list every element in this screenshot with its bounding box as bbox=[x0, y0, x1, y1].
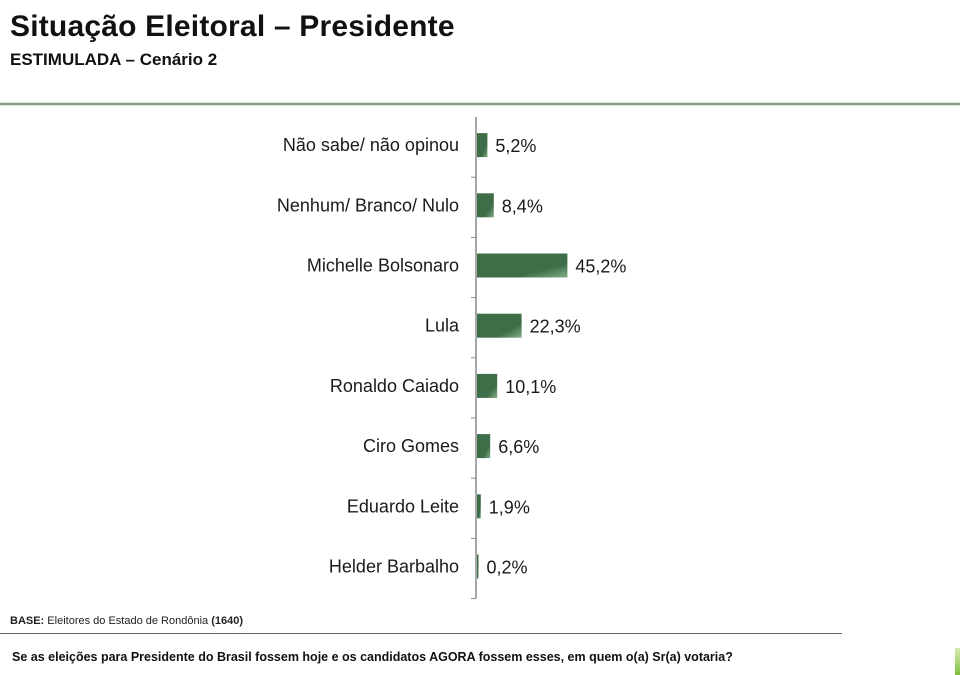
category-label: Ronaldo Caiado bbox=[330, 376, 459, 396]
bar-row: Helder Barbalho 0,2% bbox=[329, 554, 528, 579]
base-count: (1640) bbox=[211, 615, 243, 627]
footer-divider bbox=[0, 633, 842, 634]
bar bbox=[477, 193, 494, 218]
bar-row: Ronaldo Caiado 10,1% bbox=[330, 373, 556, 398]
category-label: Eduardo Leite bbox=[347, 496, 459, 516]
value-label: 8,4% bbox=[502, 196, 543, 216]
value-label: 1,9% bbox=[489, 497, 530, 517]
category-label: Helder Barbalho bbox=[329, 557, 459, 577]
value-label: 5,2% bbox=[495, 136, 536, 156]
bar bbox=[477, 133, 488, 158]
base-label: BASE: bbox=[10, 615, 45, 627]
bar bbox=[477, 554, 479, 579]
category-label: Michelle Bolsonaro bbox=[307, 256, 459, 276]
category-label: Não sabe/ não opinou bbox=[283, 135, 459, 155]
bar-row: Lula 22,3% bbox=[425, 313, 581, 338]
value-label: 0,2% bbox=[487, 558, 528, 578]
category-label: Lula bbox=[425, 316, 460, 336]
bar bbox=[477, 313, 522, 338]
category-label: Nenhum/ Branco/ Nulo bbox=[277, 195, 459, 215]
bar-row: Ciro Gomes 6,6% bbox=[363, 434, 539, 459]
bar bbox=[477, 434, 491, 459]
header-divider bbox=[0, 103, 960, 105]
bar-row: Nenhum/ Branco/ Nulo 8,4% bbox=[277, 193, 543, 218]
base-note: BASE: Eleitores do Estado de Rondônia (1… bbox=[10, 615, 243, 627]
category-label: Ciro Gomes bbox=[363, 436, 459, 456]
value-label: 6,6% bbox=[498, 437, 539, 457]
page-title: Situação Eleitoral – Presidente bbox=[10, 10, 455, 43]
value-label: 22,3% bbox=[530, 317, 581, 337]
bar-chart: Não sabe/ não opinou 5,2% Nenhum/ Branco/ … bbox=[277, 117, 626, 600]
corner-decoration bbox=[955, 648, 960, 675]
bar bbox=[477, 253, 568, 278]
bar-row: Não sabe/ não opinou 5,2% bbox=[283, 133, 536, 158]
bar-row: Michelle Bolsonaro 45,2% bbox=[307, 253, 626, 278]
base-text: Eleitores do Estado de Rondônia bbox=[47, 615, 209, 627]
value-label: 10,1% bbox=[505, 377, 556, 397]
bar bbox=[477, 373, 498, 398]
bar bbox=[477, 494, 481, 519]
survey-question: Se as eleições para Presidente do Brasil… bbox=[12, 650, 733, 664]
bar-row: Eduardo Leite 1,9% bbox=[347, 494, 530, 519]
value-label: 45,2% bbox=[575, 257, 626, 277]
page-subtitle: ESTIMULADA – Cenário 2 bbox=[10, 50, 218, 69]
